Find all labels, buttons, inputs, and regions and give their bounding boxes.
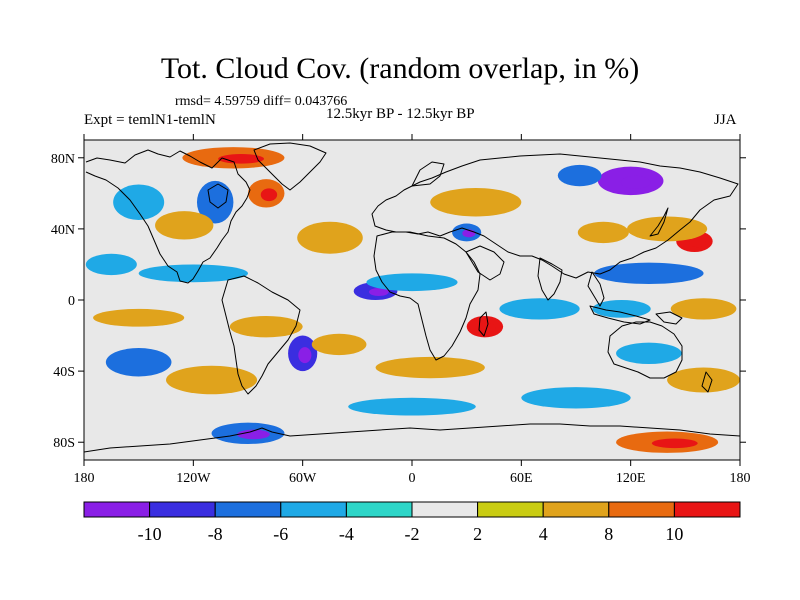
cloud-anomaly-patch	[93, 308, 185, 327]
coastline-japan	[649, 207, 669, 237]
y-tick-label: 40N	[51, 223, 75, 238]
coastline-antarctica	[84, 423, 740, 453]
stats-text: rmsd= 4.59759 diff= 0.043766	[175, 94, 348, 109]
cloud-anomaly-core	[237, 429, 270, 440]
cloud-anomaly-patch	[375, 356, 485, 379]
colorbar-label: -6	[273, 524, 288, 544]
map-field	[84, 140, 740, 460]
map-axes: 180 120W 60W 0 60E 120E 180 80N 40N 0 40S 80S	[51, 134, 751, 486]
cloud-anomaly-patch	[430, 188, 522, 217]
y-tick-label: 0	[68, 294, 75, 309]
coastline-greenland	[253, 142, 327, 191]
cloud-anomaly-core	[688, 237, 706, 248]
center-subtitle: 12.5kyr BP - 12.5kyr BP	[326, 106, 475, 122]
colorbar-bin	[542, 501, 610, 518]
colorbar: -10 -8 -6 -4 -2 2 4 8 10	[83, 501, 741, 544]
cloud-anomaly-patch	[577, 221, 629, 244]
cloud-anomaly-patch	[196, 180, 234, 224]
cloud-anomaly-core	[218, 154, 265, 164]
cloud-anomaly-patch	[557, 164, 602, 187]
cloud-anomaly-patch	[521, 387, 631, 409]
plot-title: Tot. Cloud Cov. (random overlap, in %)	[160, 52, 640, 85]
cloud-anomaly-core	[260, 188, 278, 202]
colorbar-bin	[673, 501, 741, 518]
x-tick-label: 60E	[510, 471, 533, 486]
colorbar-label: 4	[539, 524, 548, 544]
colorbar-bin	[83, 501, 151, 518]
coastline-southeast-asia	[587, 271, 605, 307]
coastline-scandinavia	[411, 161, 445, 187]
cloud-anomaly-patch	[616, 342, 682, 365]
colorbar-label: 10	[665, 524, 683, 544]
y-tick-label: 80N	[51, 152, 75, 167]
coastline-new-zealand	[701, 371, 713, 393]
x-tick-label: 120W	[176, 471, 211, 486]
coastline-australia	[607, 321, 683, 379]
cloud-anomaly-core	[298, 347, 312, 364]
x-tick-label: 60W	[289, 471, 317, 486]
cloud-anomaly-core	[368, 288, 389, 296]
y-tick-label: 80S	[53, 436, 75, 451]
cloud-anomaly-patch	[594, 262, 704, 285]
cloud-anomaly-patch	[85, 253, 137, 276]
colorbar-bin	[608, 501, 675, 518]
colorbar-bin	[214, 501, 282, 518]
x-tick-label: 180	[730, 471, 751, 486]
cloud-cover-contours	[85, 147, 740, 453]
left-subtitle: Expt = temlN1-temlN	[84, 112, 216, 128]
coastline-europe-asia	[371, 153, 739, 279]
colorbar-label: -10	[138, 524, 162, 544]
cloud-anomaly-patch	[105, 348, 172, 377]
cloud-anomaly-patch	[348, 397, 476, 416]
cloud-anomaly-patch	[297, 221, 363, 254]
colorbar-bin	[411, 501, 479, 518]
cloud-anomaly-patch	[311, 333, 367, 356]
coastline-north-america	[85, 149, 251, 284]
cloud-anomaly-patch	[113, 184, 165, 221]
coastline-south-america	[221, 275, 301, 395]
colorbar-label: 2	[473, 524, 482, 544]
colorbar-bin	[149, 501, 216, 518]
cloud-anomaly-patch	[166, 365, 258, 395]
colorbar-bin	[345, 501, 413, 518]
cloud-anomaly-core	[620, 175, 651, 189]
coastline-india	[537, 257, 563, 301]
coastline-new-guinea	[655, 311, 683, 325]
cloud-anomaly-patch	[229, 316, 303, 338]
colorbar-label: 8	[604, 524, 613, 544]
right-subtitle: JJA	[714, 112, 737, 128]
colorbar-bin	[280, 501, 347, 518]
coastline-hudson-bay	[207, 183, 229, 209]
cloud-anomaly-patch	[670, 298, 737, 320]
colorbar-label: -4	[339, 524, 354, 544]
colorbar-bin	[477, 501, 544, 518]
cloud-anomaly-patch	[366, 273, 458, 292]
x-tick-label: 0	[409, 471, 416, 486]
coastlines	[84, 142, 740, 453]
coastline-madagascar	[478, 311, 489, 337]
coastline-arabia	[465, 245, 505, 281]
cloud-anomaly-patch	[499, 298, 580, 320]
cloud-anomaly-core	[479, 322, 496, 333]
coastline-africa	[373, 231, 481, 361]
y-tick-label: 40S	[53, 365, 75, 380]
x-tick-label: 180	[74, 471, 95, 486]
colorbar-label: -2	[405, 524, 420, 544]
cloud-anomaly-patch	[592, 300, 651, 318]
x-tick-label: 120E	[616, 471, 646, 486]
cloud-anomaly-patch	[138, 264, 248, 283]
cloud-anomaly-core	[651, 438, 698, 449]
cloud-anomaly-patch	[155, 211, 214, 240]
cloud-anomaly-patch	[627, 216, 708, 242]
colorbar-label: -8	[208, 524, 223, 544]
